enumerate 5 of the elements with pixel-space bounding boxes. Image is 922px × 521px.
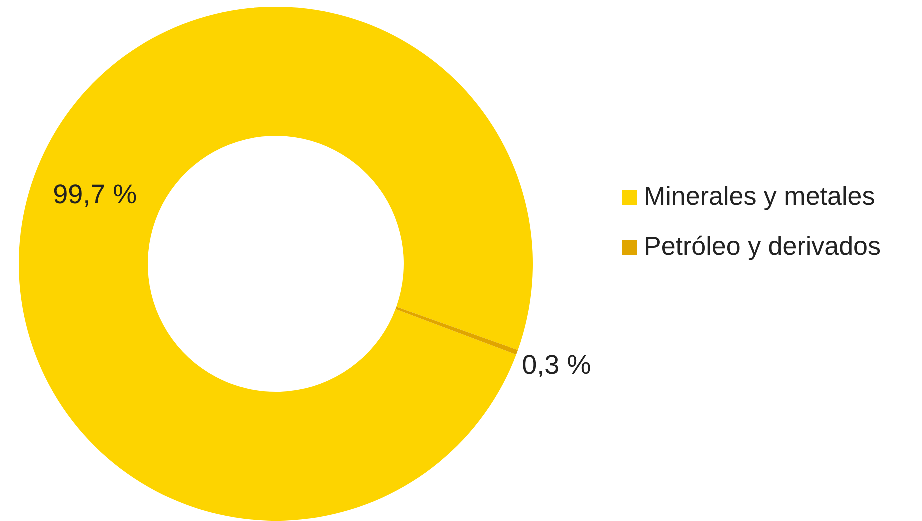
data-label: 0,3 % [522, 350, 592, 380]
legend-label: Minerales y metales [644, 180, 876, 211]
data-label: 99,7 % [53, 179, 138, 210]
donut-slice [396, 306, 518, 355]
legend-label: Petróleo y derivados [644, 230, 882, 261]
